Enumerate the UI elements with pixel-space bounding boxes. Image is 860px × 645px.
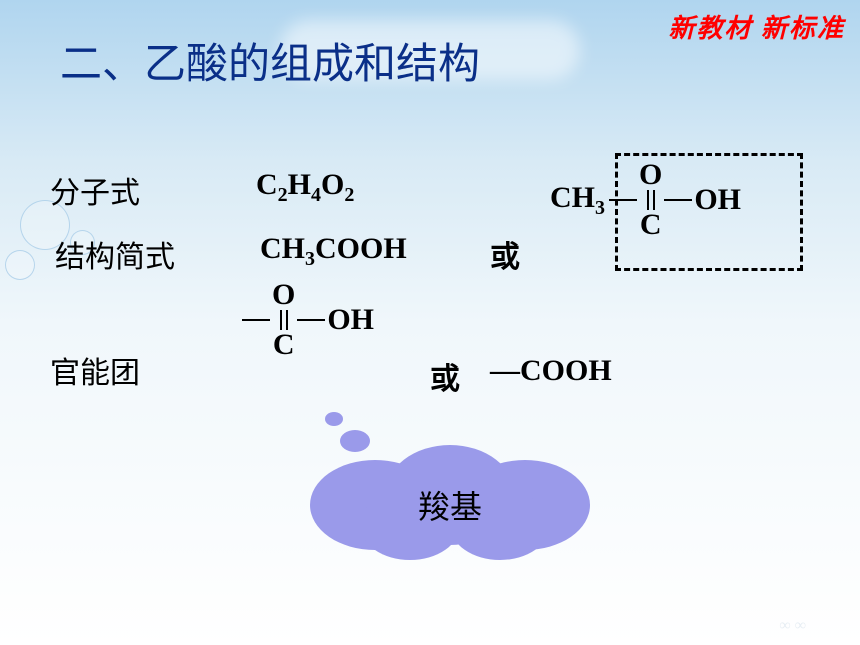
sub-2: 2 — [278, 184, 288, 206]
label-structural: 结构简式 — [55, 232, 175, 276]
or-text-2: 或 — [430, 354, 460, 398]
section-title: 二、乙酸的组成和结构 — [60, 30, 480, 91]
bg-bubble — [5, 250, 35, 280]
label-molecular: 分子式 — [50, 168, 140, 212]
c-atom: C — [273, 330, 295, 360]
highlight-box — [615, 153, 803, 271]
sub-3: 3 — [305, 248, 315, 270]
cloud-tail — [325, 412, 343, 426]
label-functional: 官能团 — [50, 348, 140, 392]
sub-2b: 2 — [344, 184, 354, 206]
atom-o: O — [321, 168, 344, 201]
or-text-1: 或 — [490, 232, 520, 276]
ch: CH — [260, 232, 305, 265]
functional-expanded: O C OH — [240, 280, 374, 360]
callout-text: 羧基 — [310, 482, 590, 528]
molecular-formula: C2H4O2 — [256, 168, 354, 207]
callout-cloud: 羧基 — [310, 440, 610, 580]
cooh: COOH — [315, 232, 407, 265]
ch3-text: CH3 — [550, 181, 605, 220]
oh-text: OH — [327, 303, 374, 337]
bond-line — [242, 319, 270, 321]
atom-h: H — [288, 168, 311, 201]
sub-4: 4 — [311, 184, 321, 206]
bond-line — [297, 319, 325, 321]
atom-c: C — [256, 168, 278, 201]
o-atom: O — [272, 280, 295, 310]
bg-decoration: ∞∞ — [779, 617, 810, 635]
structural-simple: CH3COOH — [260, 232, 407, 271]
carbonyl-group: O C — [272, 280, 295, 360]
double-bond — [280, 310, 288, 330]
cloud-body: 羧基 — [310, 440, 590, 550]
watermark-text: 新教材 新标准 — [668, 8, 845, 45]
cooh-text: —COOH — [490, 354, 612, 388]
